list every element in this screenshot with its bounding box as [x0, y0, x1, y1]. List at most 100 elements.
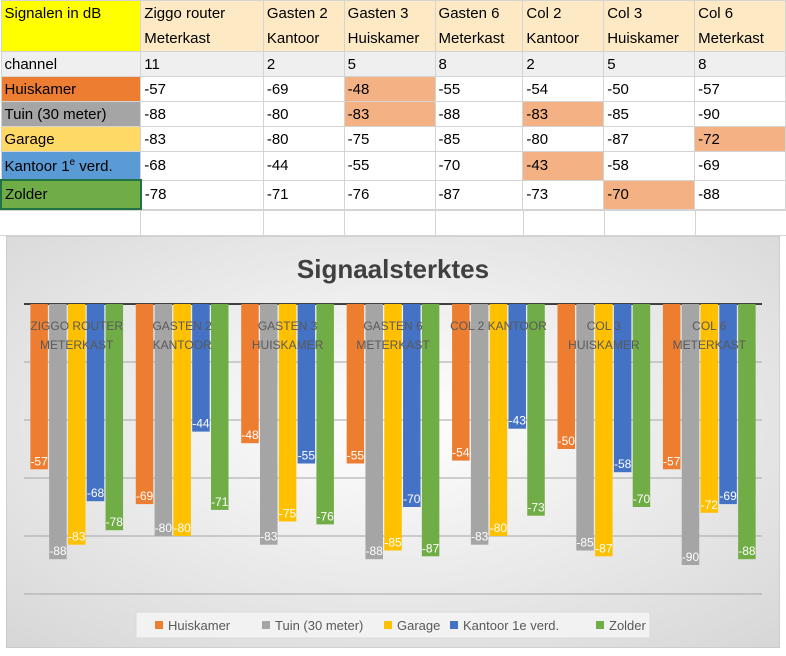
bar[interactable] [719, 304, 737, 505]
value-cell[interactable]: -80 [522, 126, 605, 152]
bar[interactable] [403, 304, 421, 507]
value-cell[interactable]: -88 [434, 101, 524, 127]
value-cell[interactable]: -80 [262, 126, 345, 152]
bar[interactable] [192, 304, 210, 432]
value-cell[interactable]: -57 [694, 76, 786, 102]
value-cell[interactable]: -80 [262, 101, 345, 127]
value-cell[interactable]: -55 [343, 151, 436, 181]
bar[interactable] [595, 304, 613, 557]
bar[interactable] [260, 304, 278, 545]
data-label: -55 [298, 449, 316, 463]
bar[interactable] [135, 304, 154, 505]
bar[interactable] [105, 304, 124, 531]
legend-item[interactable]: Kantoor 1e verd. [450, 618, 559, 633]
value-cell[interactable]: -44 [262, 151, 345, 181]
bar[interactable] [384, 304, 402, 551]
bar[interactable] [241, 304, 259, 444]
row-label-cell[interactable]: Kantoor 1e verd. [0, 151, 142, 181]
legend-item[interactable]: Huiskamer [155, 618, 231, 633]
value-cell[interactable]: -57 [140, 76, 264, 102]
row-label-cell[interactable]: Zolder [0, 179, 142, 210]
bar[interactable] [489, 304, 508, 536]
bar[interactable] [86, 304, 105, 502]
channel-cell[interactable]: 5 [603, 51, 696, 77]
value-cell[interactable]: -54 [522, 76, 605, 102]
value-cell[interactable]: -85 [603, 101, 696, 127]
value-cell[interactable]: -69 [694, 151, 786, 181]
value-cell[interactable]: -87 [603, 126, 696, 152]
channel-cell[interactable]: 2 [262, 51, 345, 77]
bar[interactable] [681, 304, 700, 565]
channel-cell[interactable]: 8 [434, 51, 524, 77]
bar[interactable] [738, 304, 756, 560]
value-cell[interactable]: -55 [434, 76, 524, 102]
bar[interactable] [210, 304, 229, 510]
value-cell[interactable]: -69 [262, 76, 345, 102]
bar[interactable] [365, 304, 383, 560]
legend-item[interactable]: Tuin (30 meter) [262, 618, 363, 633]
bar[interactable] [173, 304, 191, 536]
row-label-cell[interactable]: Garage [0, 126, 142, 152]
bar[interactable] [297, 304, 316, 464]
value-cell[interactable]: -50 [603, 76, 696, 102]
bar[interactable] [557, 304, 576, 449]
value-cell[interactable]: -83 [522, 101, 605, 127]
bar[interactable] [67, 304, 86, 545]
bar[interactable] [470, 304, 489, 545]
value-cell[interactable]: -85 [434, 126, 524, 152]
channel-cell[interactable]: 8 [694, 51, 786, 77]
bar[interactable] [632, 304, 651, 507]
value-cell[interactable]: -78 [140, 179, 264, 210]
bar[interactable] [278, 304, 297, 522]
spreadsheet-table: Signalen in dB Ziggo router Meterkast Gas… [0, 0, 786, 210]
bar[interactable] [49, 304, 67, 560]
signal-strength-chart[interactable]: Signaalsterktes ZIGGO ROUTER METERKAST GAS… [6, 236, 780, 648]
legend-item[interactable]: Zolder [596, 618, 647, 633]
value-cell[interactable]: -88 [140, 101, 264, 127]
value-cell[interactable]: -83 [140, 126, 264, 152]
bar[interactable] [452, 304, 470, 461]
header-cell[interactable]: Gasten 3 Huiskamer [343, 0, 436, 52]
bar[interactable] [613, 304, 632, 473]
bar[interactable] [316, 304, 334, 525]
row-label-cell[interactable]: Huiskamer [0, 76, 142, 102]
value-cell[interactable]: -87 [434, 179, 524, 210]
channel-cell[interactable]: 5 [343, 51, 436, 77]
value-cell[interactable]: -58 [603, 151, 696, 181]
channel-cell[interactable]: 2 [522, 51, 605, 77]
bar[interactable] [662, 304, 681, 470]
value-cell[interactable]: -90 [694, 101, 786, 127]
value-cell[interactable]: -43 [522, 151, 605, 181]
bar[interactable] [527, 304, 545, 516]
bar[interactable] [421, 304, 440, 557]
legend-item[interactable]: Garage [384, 618, 440, 633]
channel-cell[interactable]: 11 [140, 51, 264, 77]
value-cell[interactable]: -68 [140, 151, 264, 181]
value-cell[interactable]: -75 [343, 126, 436, 152]
bar[interactable] [508, 304, 526, 429]
value-cell[interactable]: -71 [262, 179, 345, 210]
bar[interactable] [154, 304, 173, 536]
value-cell[interactable]: -48 [343, 76, 436, 102]
header-cell[interactable]: Col 3 Huiskamer [603, 0, 696, 52]
header-cell[interactable]: Gasten 6 Meterkast [434, 0, 524, 52]
channel-label-cell[interactable]: channel [0, 51, 142, 77]
legend[interactable]: Huiskamer Tuin (30 meter) Garage Kantoor 1e… [135, 611, 651, 639]
value-cell[interactable]: -83 [343, 101, 436, 127]
corner-cell[interactable]: Signalen in dB [0, 0, 142, 52]
value-cell[interactable]: -72 [694, 126, 786, 152]
header-cell[interactable]: Ziggo router Meterkast [140, 0, 264, 52]
value-cell[interactable]: -70 [603, 179, 696, 210]
header-cell[interactable]: Gasten 2 Kantoor [262, 0, 345, 52]
header-cell[interactable]: Col 6 Meterkast [694, 0, 786, 52]
row-label-cell[interactable]: Tuin (30 meter) [0, 101, 142, 127]
value-cell[interactable]: -76 [343, 179, 436, 210]
value-cell[interactable]: -70 [434, 151, 524, 181]
value-cell[interactable]: -88 [694, 179, 786, 210]
bar[interactable] [346, 304, 365, 464]
value-cell[interactable]: -73 [522, 179, 605, 210]
header-cell[interactable]: Col 2 Kantoor [522, 0, 605, 52]
bar[interactable] [30, 304, 48, 470]
bar[interactable] [700, 304, 719, 513]
bar[interactable] [576, 304, 594, 551]
